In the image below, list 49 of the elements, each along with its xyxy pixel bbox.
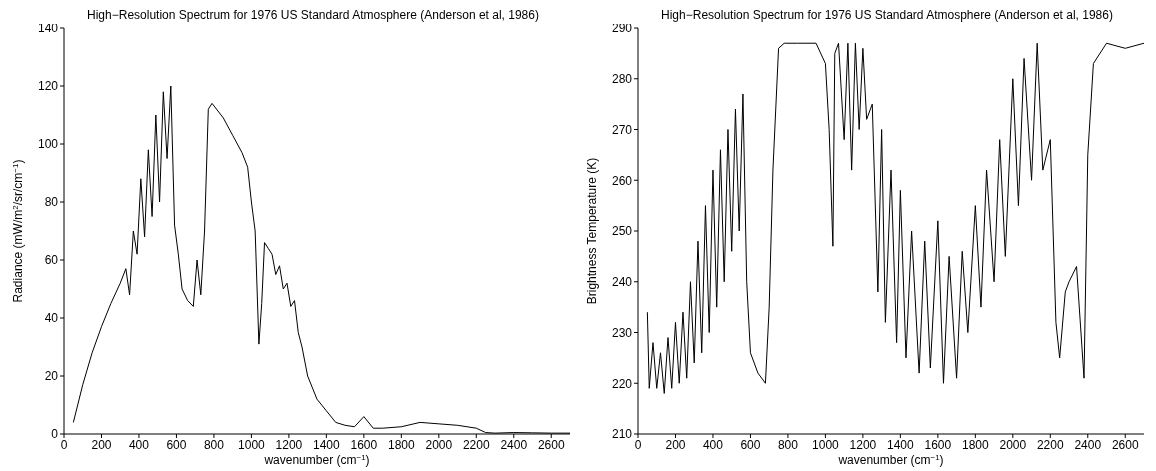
y-tick-label: 240 — [611, 275, 633, 290]
chart-title: High−Resolution Spectrum for 1976 US Standard Atmosphere (Anderson et al, 1986) — [661, 8, 1113, 22]
x-tick-label: 800 — [777, 437, 799, 452]
x-tick-label: 1800 — [961, 437, 989, 452]
x-tick-label: 1400 — [887, 437, 915, 452]
y-tick-label: 230 — [611, 325, 633, 340]
x-tick-label: 1600 — [924, 437, 952, 452]
x-tick-label: 600 — [740, 437, 761, 452]
x-tick-label: 2600 — [1111, 437, 1139, 452]
y-tick-label: 250 — [611, 224, 633, 239]
x-tick-label: 1400 — [313, 437, 341, 452]
x-tick-label: 2200 — [462, 437, 490, 452]
y-tick-label: 210 — [611, 427, 633, 442]
x-tick-label: 400 — [702, 437, 724, 452]
y-tick-label: 100 — [37, 137, 59, 152]
chart-title: High−Resolution Spectrum for 1976 US Standard Atmosphere (Anderson et al, 1986) — [87, 8, 539, 22]
x-tick-label: 200 — [91, 437, 112, 452]
x-tick-label: 400 — [128, 437, 150, 452]
x-tick-label: 2600 — [537, 437, 565, 452]
y-tick-label: 120 — [37, 79, 59, 94]
x-tick-label: 1000 — [812, 437, 840, 452]
y-tick-label: 270 — [611, 122, 633, 137]
x-axis-title: wavenumber (cm$^{−1}$) — [837, 452, 944, 467]
y-tick-label: 0 — [51, 427, 59, 442]
x-tick-label: 2000 — [999, 437, 1027, 452]
line-series — [646, 42, 1144, 394]
x-tick-label: 800 — [203, 437, 225, 452]
y-tick-label: 20 — [44, 369, 59, 384]
x-tick-label: 1200 — [275, 437, 303, 452]
x-tick-label: 2400 — [500, 437, 528, 452]
y-tick-label: 60 — [44, 253, 59, 268]
x-tick-label: 2400 — [1074, 437, 1102, 452]
y-tick-label: 140 — [37, 21, 59, 36]
y-tick-label: 40 — [44, 311, 59, 326]
y-tick-label: 80 — [44, 195, 59, 210]
x-tick-label: 1800 — [387, 437, 415, 452]
y-axis-title: Brightness Temperature (K) — [585, 157, 599, 305]
y-tick-label: 260 — [611, 173, 633, 188]
x-tick-label: 1600 — [350, 437, 378, 452]
x-tick-label: 2000 — [425, 437, 453, 452]
x-tick-label: 2200 — [1036, 437, 1064, 452]
y-tick-label: 220 — [611, 376, 633, 391]
x-axis-title: wavenumber (cm$^{−1}$) — [263, 452, 370, 467]
x-tick-label: 200 — [665, 437, 686, 452]
x-tick-label: 1200 — [849, 437, 877, 452]
y-tick-label: 280 — [611, 72, 633, 87]
x-tick-label: 1000 — [238, 437, 266, 452]
y-tick-label: 290 — [611, 21, 633, 36]
x-tick-label: 600 — [166, 437, 187, 452]
